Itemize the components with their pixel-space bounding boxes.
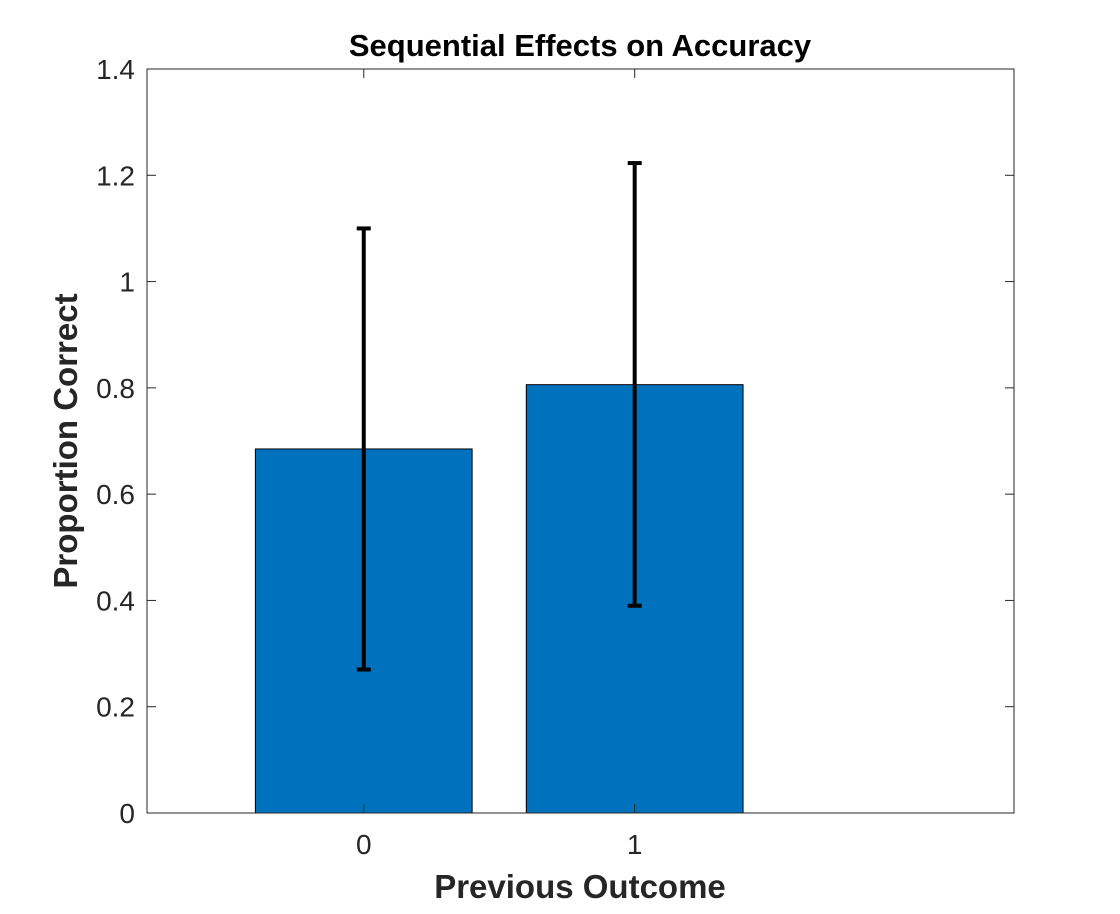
y-tick-label: 0.6: [96, 479, 135, 510]
y-tick-label: 0: [119, 798, 135, 829]
y-tick-label: 1: [119, 267, 135, 298]
chart-title: Sequential Effects on Accuracy: [349, 28, 812, 63]
x-axis-label: Previous Outcome: [434, 868, 726, 905]
y-axis-label: Proportion Correct: [47, 293, 84, 588]
y-tick-label: 0.4: [96, 585, 135, 616]
y-tick-label: 1.4: [96, 54, 135, 85]
x-tick-label: 1: [627, 829, 643, 860]
plot-area: 0 0.2 0.4 0.6 0.8 1 1.2 1.4 0 1: [96, 54, 1014, 860]
y-tick-label: 0.8: [96, 373, 135, 404]
x-tick-label: 0: [356, 829, 372, 860]
y-tick-label: 0.2: [96, 692, 135, 723]
y-tick-label: 1.2: [96, 160, 135, 191]
